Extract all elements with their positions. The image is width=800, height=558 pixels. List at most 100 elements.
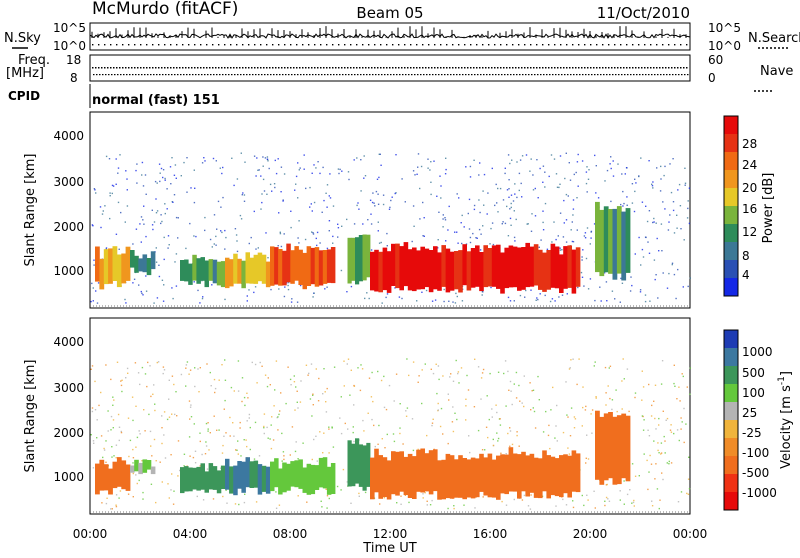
scatter-point <box>159 180 161 183</box>
scatter-point <box>204 160 206 162</box>
scatter-point <box>633 499 635 502</box>
scatter-point <box>229 435 231 437</box>
scatter-point <box>118 426 121 428</box>
freq-dot <box>503 67 505 69</box>
scatter-point <box>253 291 255 294</box>
scatter-point <box>623 480 625 482</box>
scatter-point <box>660 165 662 168</box>
scatter-point <box>167 235 170 237</box>
freq-dot <box>488 67 490 69</box>
freq-dot <box>362 67 364 69</box>
scatter-point <box>476 237 478 239</box>
scatter-point <box>607 498 609 500</box>
scatter-point <box>688 488 691 490</box>
freq-dot <box>281 67 283 69</box>
scatter-point <box>572 500 574 502</box>
scatter-point <box>117 172 119 174</box>
scatter-point <box>279 232 282 235</box>
scatter-point <box>199 465 201 467</box>
nave-dot <box>294 74 296 76</box>
freq-dot <box>407 67 409 69</box>
scatter-point <box>593 223 596 225</box>
scatter-point <box>622 358 624 360</box>
nave-dot <box>129 74 131 76</box>
scatter-point <box>513 498 515 501</box>
scatter-point <box>559 155 562 157</box>
heatmap-cell <box>608 209 613 274</box>
scatter-point <box>274 159 276 162</box>
freq-dot <box>218 67 220 69</box>
scatter-point <box>282 200 284 202</box>
freq-dot <box>194 67 196 69</box>
freq-dot <box>641 67 643 69</box>
scatter-point <box>473 159 475 161</box>
scatter-point <box>683 441 685 444</box>
date-title: 11/Oct/2010 <box>597 4 690 22</box>
freq-dot <box>113 67 115 69</box>
scatter-point <box>473 204 476 207</box>
freq-dot <box>200 67 202 69</box>
scatter-point <box>510 194 513 196</box>
heatmap-cell <box>318 457 324 488</box>
heatmap-cell <box>138 462 143 475</box>
scatter-point <box>297 197 299 199</box>
scatter-point <box>189 222 191 225</box>
freq-dot <box>425 67 427 69</box>
scatter-point <box>589 243 591 245</box>
scatter-point <box>669 429 672 431</box>
scatter-point <box>670 191 673 194</box>
nave-dot <box>495 74 497 76</box>
freq-dot <box>653 67 655 69</box>
scatter-point <box>235 449 237 451</box>
freq-dot <box>95 67 97 69</box>
scatter-point <box>343 385 345 387</box>
freq-dot <box>398 67 400 69</box>
nsearch-dot <box>110 44 112 46</box>
scatter-point <box>237 440 239 442</box>
nave-dot <box>537 74 539 76</box>
scatter-point <box>203 157 205 159</box>
scatter-point <box>544 202 547 205</box>
scatter-point <box>653 400 655 402</box>
scatter-point <box>340 396 342 398</box>
scatter-point <box>555 505 557 507</box>
scatter-point <box>244 161 246 163</box>
scatter-point <box>435 363 437 365</box>
scatter-point <box>565 219 568 221</box>
nsearch-label: N.Search <box>748 31 800 46</box>
scatter-point <box>110 508 112 510</box>
scatter-point <box>439 425 442 428</box>
scatter-point <box>609 163 611 165</box>
freq-dot <box>464 67 466 69</box>
freq-dot <box>536 67 538 69</box>
heatmap-cell <box>487 453 493 498</box>
scatter-point <box>689 393 691 395</box>
nave-dot <box>558 74 560 76</box>
scatter-point <box>243 194 246 196</box>
scatter-point <box>413 225 415 227</box>
nave-dot <box>222 74 224 76</box>
nave-dot <box>291 74 293 76</box>
scatter-point <box>201 162 204 164</box>
scatter-point <box>654 417 656 420</box>
scatter-point <box>505 504 508 506</box>
scatter-point <box>157 361 160 363</box>
scatter-point <box>248 242 250 245</box>
scatter-point <box>322 166 324 169</box>
scatter-point <box>159 172 161 174</box>
scatter-point <box>188 436 191 438</box>
freq-dot <box>446 67 448 69</box>
scatter-point <box>642 256 645 258</box>
nave-dot <box>567 74 569 76</box>
scatter-point <box>346 218 348 221</box>
scatter-point <box>350 369 352 371</box>
heatmap-cell <box>294 460 299 488</box>
scatter-point <box>584 237 587 239</box>
scatter-point <box>236 240 238 242</box>
scatter-point <box>467 389 470 391</box>
freq-dot <box>674 67 676 69</box>
nave-dot <box>369 74 371 76</box>
nave-dot <box>141 74 143 76</box>
scatter-point <box>316 244 318 247</box>
scatter-point <box>448 205 450 208</box>
